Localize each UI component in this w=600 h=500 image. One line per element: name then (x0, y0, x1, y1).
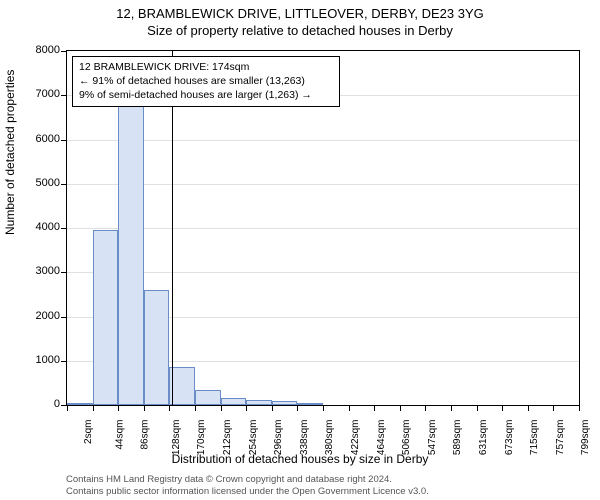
gridline (67, 272, 579, 273)
histogram-bar (169, 367, 195, 405)
info-line-2: ← 91% of detached houses are smaller (13… (79, 74, 333, 88)
credits: Contains HM Land Registry data © Crown c… (66, 474, 429, 498)
x-tick (118, 406, 119, 411)
histogram-bar (272, 401, 298, 405)
y-tick-label: 7000 (10, 88, 60, 100)
x-tick (451, 406, 452, 411)
histogram-bar (67, 403, 93, 405)
y-tick-label: 5000 (10, 177, 60, 189)
chart-title-sub: Size of property relative to detached ho… (0, 21, 600, 38)
x-tick-label: 338sqm (299, 420, 310, 456)
x-tick (349, 406, 350, 411)
info-box: 12 BRAMBLEWICK DRIVE: 174sqm ← 91% of de… (72, 56, 340, 107)
y-tick (61, 317, 66, 318)
gridline (67, 184, 579, 185)
x-tick (297, 406, 298, 411)
credits-line-1: Contains HM Land Registry data © Crown c… (66, 474, 429, 486)
info-line-1: 12 BRAMBLEWICK DRIVE: 174sqm (79, 60, 333, 74)
y-tick-label: 0 (10, 398, 60, 410)
histogram-bar (195, 390, 221, 405)
x-tick-label: 464sqm (376, 420, 387, 456)
x-tick (169, 406, 170, 411)
credits-line-2: Contains public sector information licen… (66, 486, 429, 498)
y-tick-label: 4000 (10, 221, 60, 233)
y-tick (61, 184, 66, 185)
y-tick (61, 95, 66, 96)
gridline (67, 228, 579, 229)
x-tick (272, 406, 273, 411)
y-tick-label: 2000 (10, 310, 60, 322)
chart-container: 12, BRAMBLEWICK DRIVE, LITTLEOVER, DERBY… (0, 0, 600, 500)
x-tick (400, 406, 401, 411)
x-tick (425, 406, 426, 411)
x-tick (553, 406, 554, 411)
x-tick-label: 254sqm (248, 420, 259, 456)
x-tick (374, 406, 375, 411)
x-tick-label: 86sqm (140, 420, 151, 450)
x-tick (246, 406, 247, 411)
x-tick-label: 547sqm (427, 420, 438, 456)
x-tick-label: 128sqm (171, 420, 182, 456)
x-tick-label: 422sqm (350, 420, 361, 456)
x-tick-label: 589sqm (452, 420, 463, 456)
y-tick-label: 6000 (10, 133, 60, 145)
histogram-bar (93, 230, 119, 405)
histogram-bar (246, 400, 272, 405)
x-axis-label: Distribution of detached houses by size … (0, 452, 600, 466)
histogram-bar (118, 106, 144, 405)
x-tick-label: 296sqm (273, 420, 284, 456)
x-tick (67, 406, 68, 411)
chart-title-main: 12, BRAMBLEWICK DRIVE, LITTLEOVER, DERBY… (0, 0, 600, 21)
histogram-bar (221, 398, 247, 405)
y-tick (61, 405, 66, 406)
histogram-bar (144, 290, 170, 405)
x-tick-label: 170sqm (196, 420, 207, 456)
x-tick-label: 506sqm (401, 420, 412, 456)
x-tick-label: 2sqm (83, 420, 94, 444)
x-tick (323, 406, 324, 411)
y-tick (61, 228, 66, 229)
info-line-3: 9% of semi-detached houses are larger (1… (79, 88, 333, 102)
y-tick-label: 3000 (10, 265, 60, 277)
x-tick (221, 406, 222, 411)
x-tick (579, 406, 580, 411)
x-tick-label: 44sqm (114, 420, 125, 450)
y-tick (61, 140, 66, 141)
y-tick-label: 8000 (10, 44, 60, 56)
x-tick-label: 715sqm (529, 420, 540, 456)
x-tick-label: 212sqm (222, 420, 233, 456)
x-tick-label: 631sqm (478, 420, 489, 456)
y-tick-label: 1000 (10, 354, 60, 366)
x-tick (144, 406, 145, 411)
x-tick (528, 406, 529, 411)
x-tick (502, 406, 503, 411)
x-tick (477, 406, 478, 411)
x-tick-label: 757sqm (555, 420, 566, 456)
x-tick (195, 406, 196, 411)
x-tick-label: 380sqm (324, 420, 335, 456)
gridline (67, 140, 579, 141)
y-tick (61, 272, 66, 273)
y-tick (61, 361, 66, 362)
y-tick (61, 51, 66, 52)
histogram-bar (297, 403, 323, 405)
x-tick-label: 799sqm (580, 420, 591, 456)
x-tick-label: 673sqm (504, 420, 515, 456)
x-tick (93, 406, 94, 411)
